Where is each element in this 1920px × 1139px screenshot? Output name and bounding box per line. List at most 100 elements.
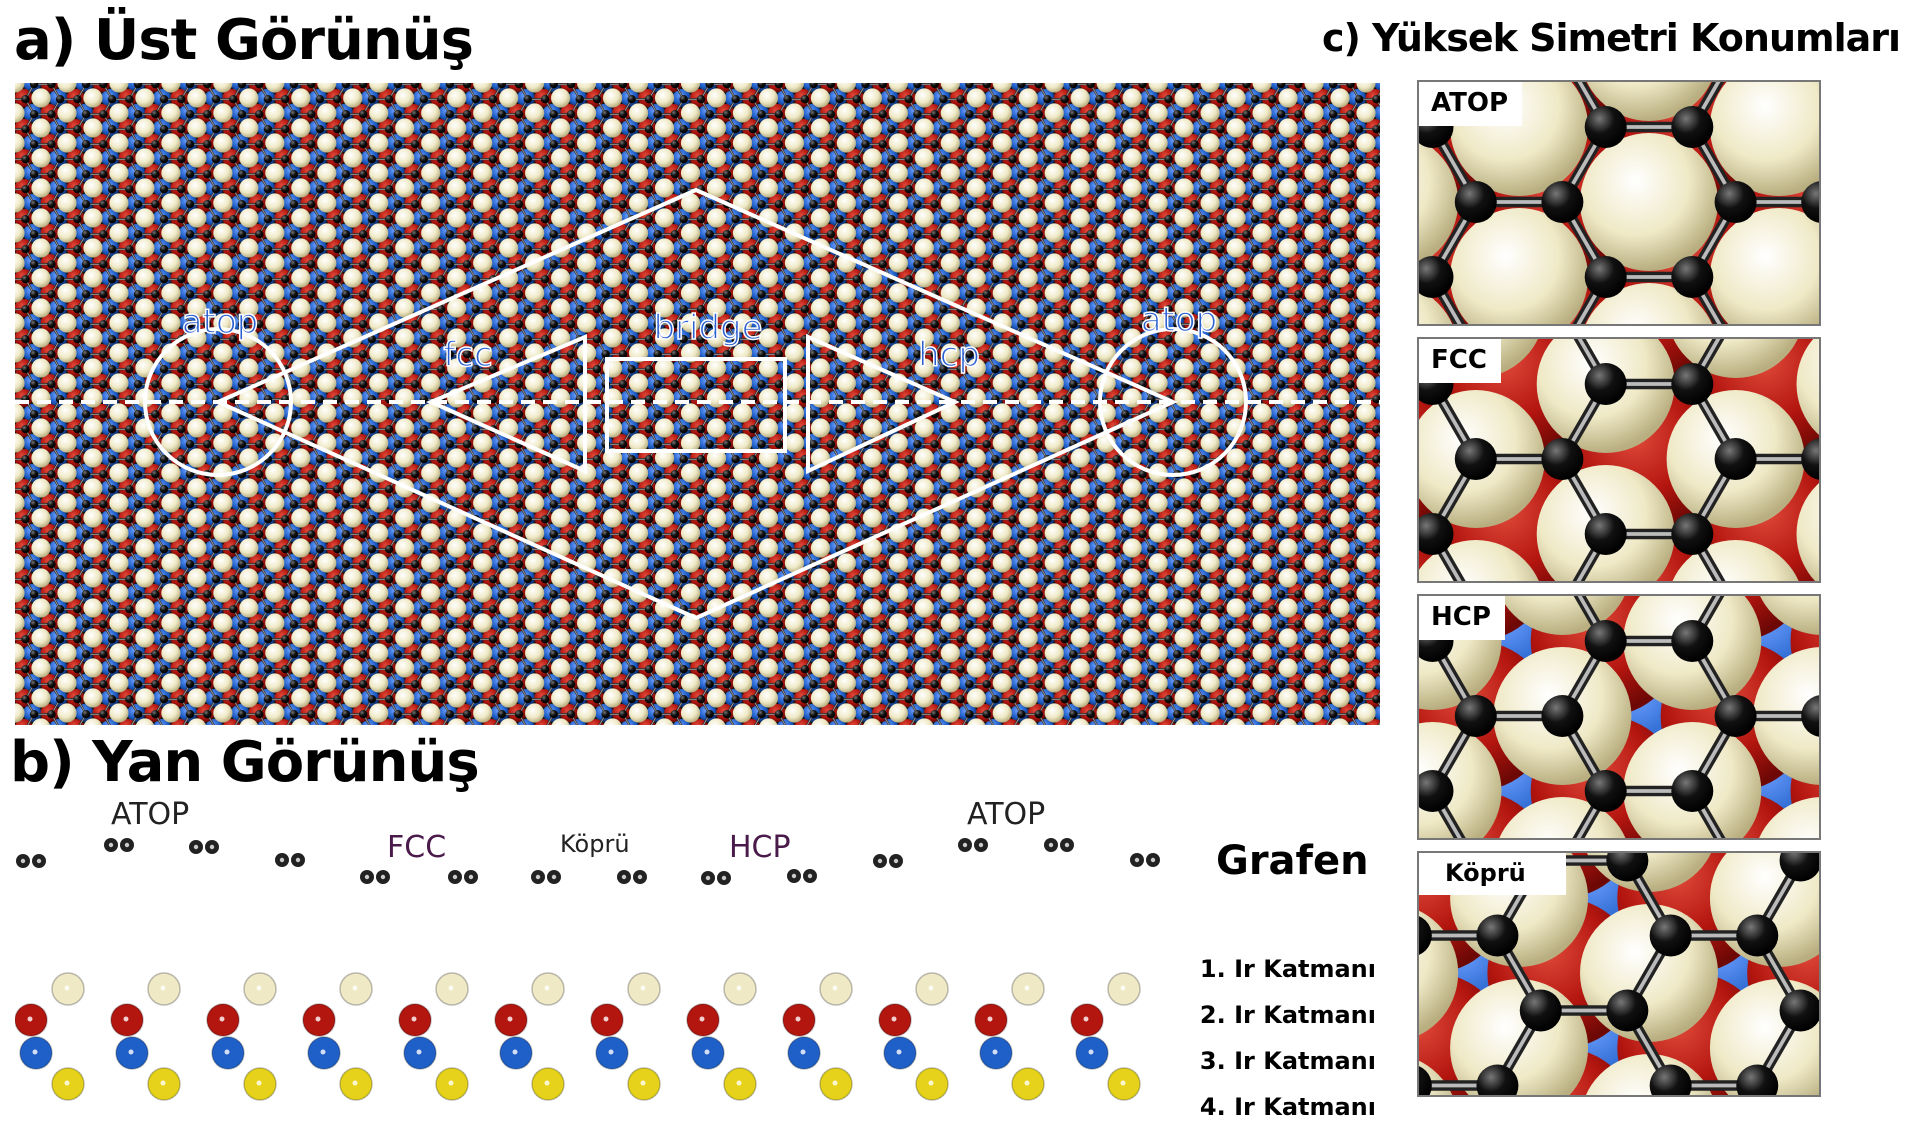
atom-highlight <box>64 1080 70 1086</box>
atom-highlight <box>962 842 968 848</box>
atom-highlight <box>877 858 883 864</box>
atom-highlight <box>640 1080 646 1086</box>
fcc-triangle <box>425 333 587 475</box>
side-label-atop-left: ATOP <box>111 797 190 832</box>
atom-highlight <box>832 1080 838 1086</box>
atom-highlight <box>736 1080 742 1086</box>
atom-highlight <box>1024 985 1030 991</box>
layer-label-3: 3. Ir Katmanı <box>1199 1047 1376 1075</box>
atom-highlight <box>640 985 646 991</box>
site-label-atop-left: atop <box>182 302 259 342</box>
bridge-rectangle <box>605 357 787 453</box>
panel-b-title: b) Yan Görünüş <box>10 730 480 795</box>
atom-highlight <box>124 842 130 848</box>
atom-highlight <box>123 1016 129 1022</box>
atom-highlight <box>256 1080 262 1086</box>
atom-highlight <box>699 1016 705 1022</box>
atom-highlight <box>551 874 557 880</box>
atom-highlight <box>1024 1080 1030 1086</box>
atom-highlight <box>705 875 711 881</box>
atom-highlight <box>256 985 262 991</box>
atom-highlight <box>791 873 797 879</box>
atom-highlight <box>1120 985 1126 991</box>
atom-highlight <box>544 985 550 991</box>
layer-label-1: 1. Ir Katmanı <box>1199 955 1376 983</box>
atom-highlight <box>1083 1016 1089 1022</box>
tile-label-atop: ATOP <box>1419 82 1522 126</box>
tile-label-bridge: Köprü <box>1419 853 1566 895</box>
atom-highlight <box>928 985 934 991</box>
atom-highlight <box>1134 857 1140 863</box>
hcp-triangle <box>806 333 960 475</box>
atom-highlight <box>978 842 984 848</box>
atom-highlight <box>891 1016 897 1022</box>
atom-highlight <box>411 1016 417 1022</box>
panel-a-title: a) Üst Görünüş <box>14 8 474 73</box>
atom-highlight <box>507 1016 513 1022</box>
atom-highlight <box>468 874 474 880</box>
tile-label-hcp: HCP <box>1419 596 1505 640</box>
atom-highlight <box>896 1049 902 1055</box>
atom-highlight <box>535 874 541 880</box>
atom-highlight <box>1048 842 1054 848</box>
atop-circle-right <box>1098 327 1248 477</box>
atom-highlight <box>20 858 26 864</box>
atom-highlight <box>352 1080 358 1086</box>
atom-highlight <box>544 1080 550 1086</box>
tile-hcp: HCP <box>1417 594 1821 840</box>
atom-highlight <box>320 1049 326 1055</box>
atom-highlight <box>64 985 70 991</box>
side-label-fcc: FCC <box>387 830 447 865</box>
atom-highlight <box>352 985 358 991</box>
atom-highlight <box>209 844 215 850</box>
atom-highlight <box>416 1049 422 1055</box>
atom-highlight <box>219 1016 225 1022</box>
atom-highlight <box>295 857 301 863</box>
tile-bridge: Köprü <box>1417 851 1821 1097</box>
atom-highlight <box>448 985 454 991</box>
atom-highlight <box>621 874 627 880</box>
panel-c-title: c) Yüksek Simetri Konumları <box>1322 16 1901 60</box>
side-view: ATOP FCC Köprü HCP ATOP <box>14 797 1185 1110</box>
atom-highlight <box>315 1016 321 1022</box>
layer-label-2: 2. Ir Katmanı <box>1199 1001 1376 1029</box>
atom-highlight <box>992 1049 998 1055</box>
atom-highlight <box>893 858 899 864</box>
atom-highlight <box>380 874 386 880</box>
atom-highlight <box>800 1049 806 1055</box>
atom-highlight <box>32 1049 38 1055</box>
unit-cell-rhombus <box>213 187 1178 621</box>
atom-highlight <box>1064 842 1070 848</box>
atom-highlight <box>36 858 42 864</box>
atom-highlight <box>448 1080 454 1086</box>
atom-highlight <box>736 985 742 991</box>
site-label-fcc: fcc <box>443 335 492 375</box>
atom-highlight <box>721 875 727 881</box>
atom-highlight <box>1120 1080 1126 1086</box>
site-label-hcp: hcp <box>918 335 980 375</box>
atom-highlight <box>364 874 370 880</box>
atom-highlight <box>128 1049 134 1055</box>
atom-highlight <box>704 1049 710 1055</box>
site-label-bridge: bridge <box>653 308 762 348</box>
side-label-hcp: HCP <box>729 830 791 865</box>
tile-atop: ATOP <box>1417 80 1821 326</box>
tile-fcc: FCC <box>1417 337 1821 583</box>
graphene-label: Grafen <box>1216 838 1369 884</box>
site-label-atop-right: atop <box>1141 300 1218 340</box>
atom-highlight <box>608 1049 614 1055</box>
tile-label-fcc: FCC <box>1419 339 1501 383</box>
atom-highlight <box>193 844 199 850</box>
layer-label-4: 4. Ir Katmanı <box>1199 1093 1376 1121</box>
atom-highlight <box>795 1016 801 1022</box>
atom-highlight <box>832 985 838 991</box>
top-view-lattice: atop fcc bridge hcp atop <box>15 83 1380 725</box>
side-label-bridge: Köprü <box>560 830 630 858</box>
side-view-atoms <box>14 838 1160 1101</box>
atom-highlight <box>987 1016 993 1022</box>
atom-highlight <box>512 1049 518 1055</box>
atom-highlight <box>452 874 458 880</box>
atop-circle-left <box>143 327 293 477</box>
atom-highlight <box>1088 1049 1094 1055</box>
atom-highlight <box>108 842 114 848</box>
